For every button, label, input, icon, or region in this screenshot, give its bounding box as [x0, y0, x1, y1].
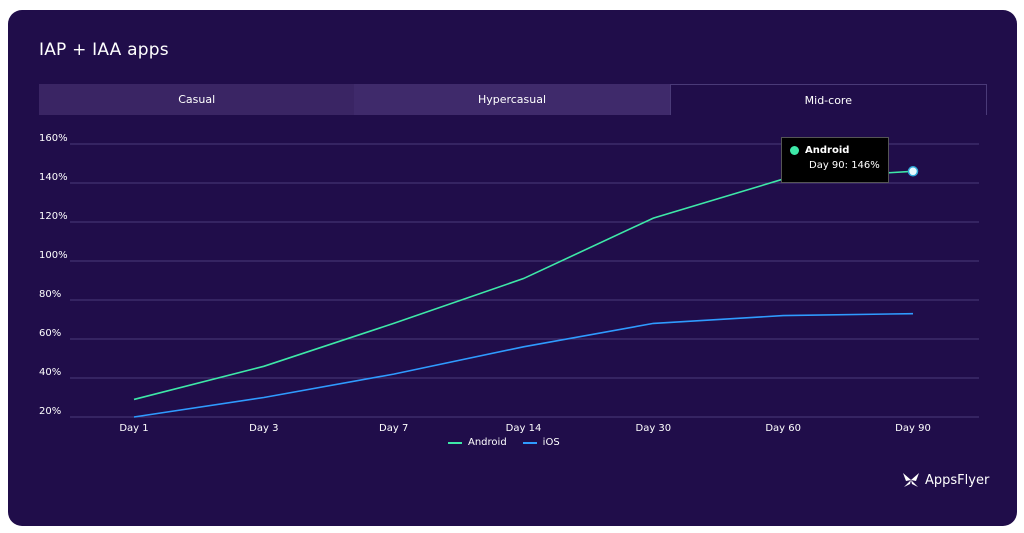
- legend-swatch-ios: [522, 441, 537, 444]
- x-tick-label: Day 30: [636, 423, 672, 434]
- x-axis-ticks: Day 1 Day 3 Day 7 Day 14 Day 30 Day 60 Day 90: [119, 423, 930, 434]
- y-tick-label: 60%: [39, 328, 61, 339]
- y-tick-label: 160%: [39, 133, 68, 144]
- grid-lines: [70, 143, 979, 418]
- tooltip-series-name: Android: [805, 145, 850, 156]
- chart-title: IAP + IAA apps: [39, 40, 169, 60]
- legend-item-android[interactable]: Android: [448, 437, 507, 448]
- chart-card: IAP + IAA apps Casual Hypercasual Mid-co…: [8, 10, 1017, 526]
- data-tooltip: Android Day 90: 146%: [781, 137, 889, 183]
- legend-label-ios: iOS: [542, 437, 560, 448]
- tab-mid-core[interactable]: Mid-core: [669, 84, 987, 115]
- tooltip-series-dot: [790, 146, 799, 155]
- chart-legend: Android iOS: [448, 437, 560, 448]
- x-tick-label: Day 1: [119, 423, 148, 434]
- series-line-ios: [133, 312, 914, 418]
- tab-casual[interactable]: Casual: [39, 84, 355, 115]
- segment-tabs: Casual Hypercasual Mid-core: [39, 84, 987, 115]
- x-tick-label: Day 90: [895, 423, 931, 434]
- legend-label-android: Android: [468, 437, 507, 448]
- brand-name: AppsFlyer: [925, 472, 990, 488]
- y-tick-label: 20%: [39, 406, 61, 417]
- x-tick-label: Day 60: [765, 423, 801, 434]
- legend-item-ios[interactable]: iOS: [522, 437, 560, 448]
- tab-hypercasual[interactable]: Hypercasual: [354, 84, 670, 115]
- y-tick-label: 120%: [39, 211, 68, 222]
- appsflyer-logo: AppsFlyer: [900, 471, 989, 489]
- series-line-android: [133, 170, 914, 401]
- y-tick-label: 140%: [39, 172, 68, 183]
- x-tick-label: Day 3: [249, 423, 278, 434]
- legend-swatch-android: [448, 441, 462, 444]
- y-tick-label: 80%: [39, 289, 61, 300]
- appsflyer-logo-icon: [903, 473, 919, 487]
- x-tick-label: Day 14: [506, 423, 542, 434]
- x-tick-label: Day 7: [379, 423, 408, 434]
- series-lines: [133, 166, 919, 418]
- hover-point-marker[interactable]: [907, 166, 919, 177]
- tooltip-value: Day 90: 146%: [809, 160, 880, 171]
- y-tick-label: 100%: [39, 250, 68, 261]
- y-axis-ticks: 20% 40% 60% 80% 100% 120% 140% 160%: [39, 133, 68, 417]
- y-tick-label: 40%: [39, 367, 61, 378]
